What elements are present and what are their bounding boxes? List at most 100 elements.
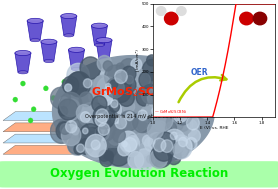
Circle shape <box>112 129 125 143</box>
Circle shape <box>103 61 113 71</box>
Circle shape <box>31 107 36 112</box>
Circle shape <box>98 90 113 106</box>
Circle shape <box>106 78 124 98</box>
Circle shape <box>121 77 136 93</box>
Circle shape <box>110 80 118 89</box>
Circle shape <box>105 110 118 124</box>
Ellipse shape <box>91 23 107 28</box>
Circle shape <box>141 84 159 104</box>
Circle shape <box>158 88 172 103</box>
Polygon shape <box>41 42 57 61</box>
Circle shape <box>173 84 190 102</box>
Circle shape <box>105 126 113 135</box>
Text: Oxygen Evolution Reaction: Oxygen Evolution Reaction <box>50 167 228 180</box>
Circle shape <box>172 108 184 121</box>
Circle shape <box>180 94 195 112</box>
Circle shape <box>119 111 138 131</box>
Circle shape <box>104 124 126 147</box>
Circle shape <box>178 137 187 147</box>
Circle shape <box>132 115 148 132</box>
Circle shape <box>51 87 70 109</box>
Circle shape <box>240 12 253 25</box>
Circle shape <box>163 74 182 95</box>
Circle shape <box>253 12 267 25</box>
Polygon shape <box>53 56 214 167</box>
Circle shape <box>177 7 186 15</box>
Circle shape <box>145 137 158 152</box>
Circle shape <box>133 112 152 133</box>
Circle shape <box>58 99 78 120</box>
Circle shape <box>153 84 175 109</box>
Circle shape <box>83 128 88 134</box>
Circle shape <box>100 152 113 167</box>
Polygon shape <box>15 53 31 72</box>
Circle shape <box>142 59 162 81</box>
Ellipse shape <box>96 38 112 43</box>
Circle shape <box>165 122 177 134</box>
Polygon shape <box>3 112 138 121</box>
Polygon shape <box>91 26 107 45</box>
Circle shape <box>64 99 80 115</box>
Circle shape <box>147 87 168 109</box>
Circle shape <box>89 90 102 104</box>
X-axis label: E (V) vs. RHE: E (V) vs. RHE <box>200 126 228 130</box>
Circle shape <box>67 134 87 155</box>
Circle shape <box>186 138 197 149</box>
Circle shape <box>153 140 167 156</box>
Text: — GrMoS$_2$SC8Ni: — GrMoS$_2$SC8Ni <box>154 108 187 116</box>
Circle shape <box>161 79 168 87</box>
Circle shape <box>69 120 89 141</box>
Ellipse shape <box>30 39 40 42</box>
Circle shape <box>99 150 110 161</box>
Circle shape <box>80 112 90 122</box>
Circle shape <box>105 65 127 89</box>
Circle shape <box>82 103 97 119</box>
Circle shape <box>118 89 134 106</box>
Circle shape <box>154 139 174 161</box>
Circle shape <box>60 124 70 134</box>
Circle shape <box>188 86 205 104</box>
Circle shape <box>181 119 198 137</box>
Text: GrMoS$_2$SC8Ni: GrMoS$_2$SC8Ni <box>91 85 176 99</box>
Circle shape <box>131 58 142 70</box>
Circle shape <box>183 108 192 119</box>
Y-axis label: j (mA/cm²): j (mA/cm²) <box>136 49 141 72</box>
Circle shape <box>141 107 151 118</box>
Circle shape <box>96 126 107 138</box>
Circle shape <box>123 100 135 113</box>
Circle shape <box>79 124 101 148</box>
Circle shape <box>165 69 178 83</box>
Circle shape <box>89 109 104 125</box>
FancyBboxPatch shape <box>0 161 278 187</box>
Circle shape <box>197 88 210 102</box>
Circle shape <box>51 95 56 101</box>
Circle shape <box>172 86 189 104</box>
Circle shape <box>147 55 157 66</box>
Circle shape <box>148 133 164 150</box>
Text: Overpotential is 214 mV at 10 mA/cm²: Overpotential is 214 mV at 10 mA/cm² <box>85 114 182 119</box>
Ellipse shape <box>95 43 104 47</box>
Circle shape <box>122 85 129 93</box>
Circle shape <box>43 86 48 91</box>
Circle shape <box>130 134 136 142</box>
Circle shape <box>100 69 107 76</box>
Circle shape <box>50 119 73 143</box>
Circle shape <box>95 126 109 141</box>
Circle shape <box>112 94 117 99</box>
Circle shape <box>79 92 93 107</box>
Circle shape <box>136 88 153 106</box>
Circle shape <box>165 12 178 25</box>
Circle shape <box>96 109 109 123</box>
Ellipse shape <box>18 71 28 74</box>
Circle shape <box>80 57 101 79</box>
Circle shape <box>59 121 66 129</box>
Circle shape <box>105 86 112 94</box>
Circle shape <box>150 140 158 149</box>
Circle shape <box>126 136 140 150</box>
Circle shape <box>97 116 102 122</box>
Circle shape <box>139 74 150 86</box>
Circle shape <box>125 112 134 121</box>
Circle shape <box>173 104 192 125</box>
Circle shape <box>79 139 93 154</box>
Polygon shape <box>3 123 138 132</box>
